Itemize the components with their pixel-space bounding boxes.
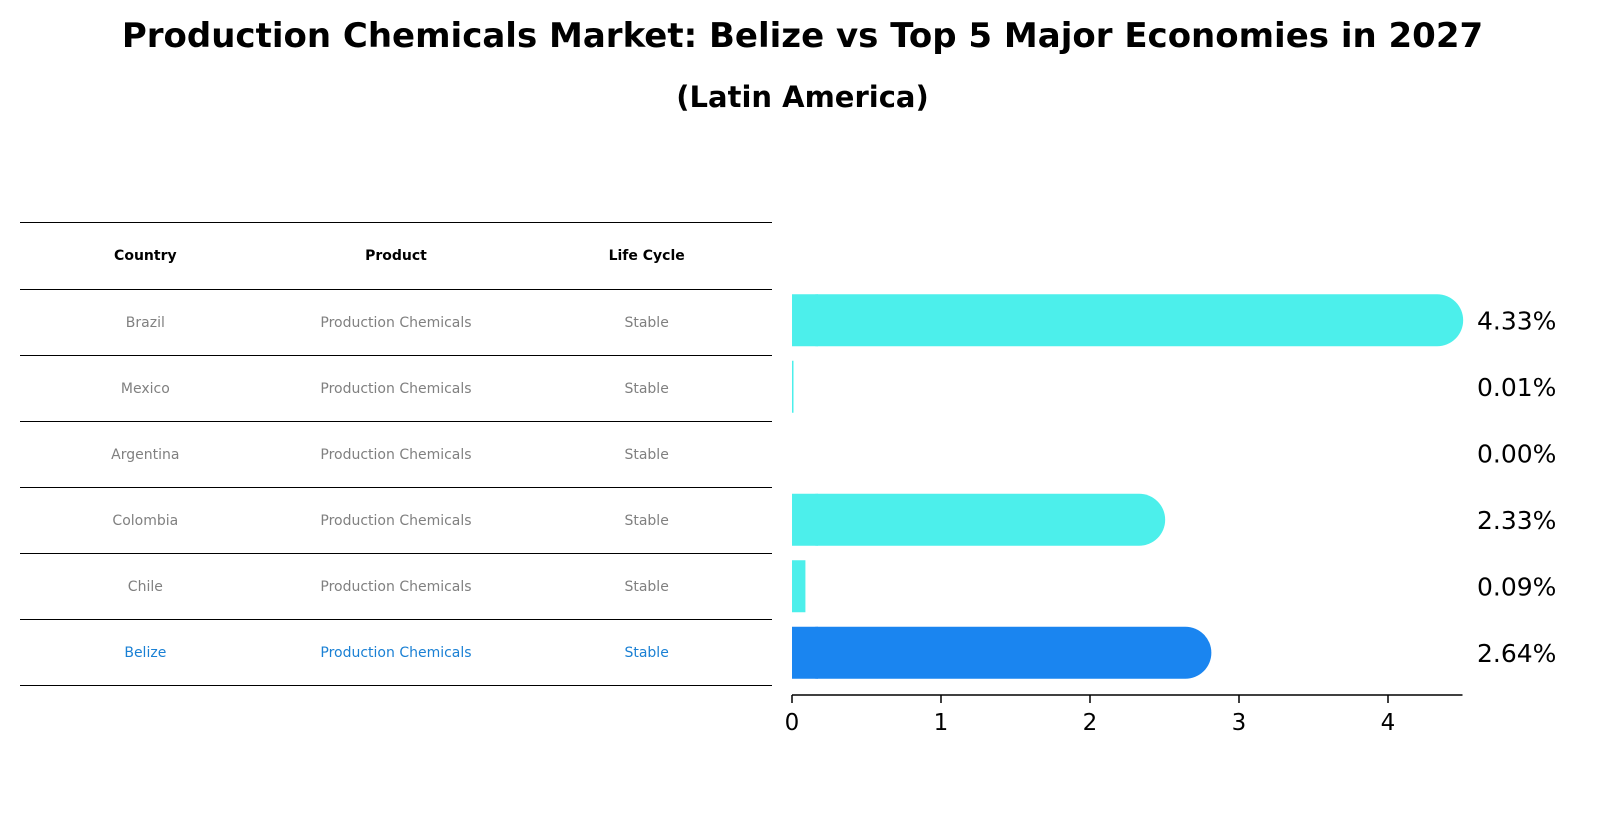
- cell-life-cycle: Stable: [521, 553, 772, 620]
- table-row: Argentina Production Chemicals Stable: [20, 421, 772, 488]
- x-tick-label-1: 1: [934, 710, 949, 736]
- header-product: Product: [270, 222, 522, 290]
- table-row: Brazil Production Chemicals Stable: [20, 289, 772, 356]
- cell-life-cycle: Stable: [521, 619, 772, 686]
- data-table: Country Product Life Cycle Brazil Produc…: [20, 222, 772, 686]
- cell-product: Production Chemicals: [270, 355, 522, 422]
- cell-country: Colombia: [20, 487, 271, 554]
- bar-brazil-left-cap: [792, 294, 818, 347]
- bar-brazil: [792, 294, 1464, 347]
- header-life-cycle: Life Cycle: [521, 222, 772, 290]
- cell-product: Production Chemicals: [270, 289, 522, 356]
- value-label-chile: 0.09%: [1477, 572, 1556, 601]
- value-label-brazil: 4.33%: [1477, 306, 1556, 335]
- x-tick-label-2: 2: [1083, 710, 1098, 736]
- x-tick-label-0: 0: [785, 710, 800, 736]
- chart-subtitle: (Latin America): [676, 80, 929, 114]
- header-country: Country: [20, 222, 271, 290]
- bar-belize: [792, 626, 1212, 679]
- x-tick-label-3: 3: [1232, 710, 1247, 736]
- bar-chile: [792, 560, 806, 613]
- cell-product: Production Chemicals: [270, 619, 522, 686]
- cell-country: Brazil: [20, 289, 271, 356]
- data-table-container: Country Product Life Cycle Brazil Produc…: [20, 222, 772, 686]
- cell-life-cycle: Stable: [521, 355, 772, 422]
- cell-country: Argentina: [20, 421, 271, 488]
- cell-life-cycle: Stable: [521, 421, 772, 488]
- cell-country: Mexico: [20, 355, 271, 422]
- cell-country: Belize: [20, 619, 271, 686]
- bar-colombia-left-cap: [792, 493, 818, 546]
- value-label-belize: 2.64%: [1477, 639, 1556, 668]
- table-row: Mexico Production Chemicals Stable: [20, 355, 772, 422]
- table-header-row: Country Product Life Cycle: [20, 222, 772, 290]
- chart-title: Production Chemicals Market: Belize vs T…: [121, 16, 1484, 56]
- cell-life-cycle: Stable: [521, 289, 772, 356]
- x-tick-label-4: 4: [1381, 710, 1396, 736]
- cell-product: Production Chemicals: [270, 487, 522, 554]
- value-label-mexico: 0.01%: [1477, 373, 1556, 402]
- table-row: Chile Production Chemicals Stable: [20, 553, 772, 620]
- table-row: Colombia Production Chemicals Stable: [20, 487, 772, 554]
- cell-life-cycle: Stable: [521, 487, 772, 554]
- bar-mexico: [792, 360, 794, 413]
- bar-colombia: [792, 493, 1166, 546]
- cell-country: Chile: [20, 553, 271, 620]
- cell-product: Production Chemicals: [270, 421, 522, 488]
- value-label-argentina: 0.00%: [1477, 439, 1556, 468]
- table-row-highlighted: Belize Production Chemicals Stable: [20, 619, 772, 686]
- bar-belize-left-cap: [792, 626, 818, 679]
- value-label-colombia: 2.33%: [1477, 506, 1556, 535]
